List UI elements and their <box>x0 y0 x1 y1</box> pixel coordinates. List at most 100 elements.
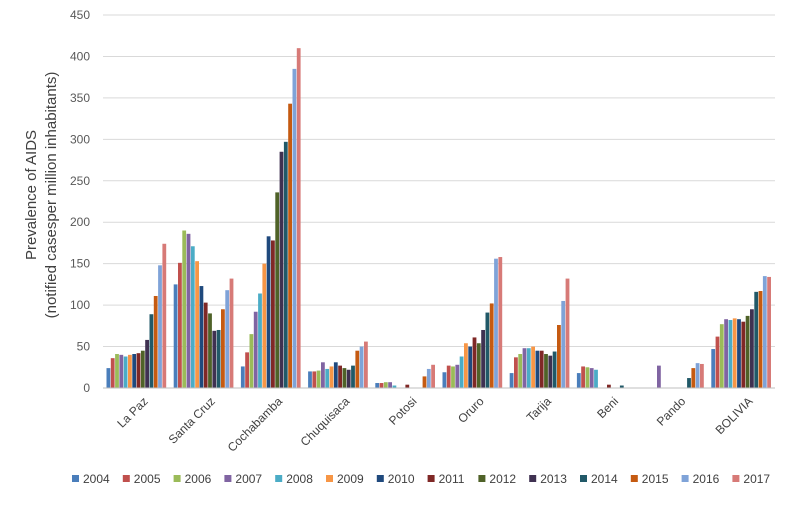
bar-tarija-2004 <box>509 373 514 388</box>
bar-oruro-2012 <box>476 343 481 388</box>
x-category-label: Beni <box>594 394 621 421</box>
bar-beni-2004 <box>576 373 581 388</box>
bar-cochabamba-2006 <box>249 334 254 388</box>
bar-bolivia-2006 <box>719 324 724 388</box>
bar-la-paz-2013 <box>145 339 149 388</box>
x-category-label: BOLIVIA <box>713 394 756 437</box>
y-tick-label: 300 <box>70 132 90 146</box>
y-tick-label: 250 <box>70 174 90 188</box>
legend-label-2004: 2004 <box>83 472 110 486</box>
bar-santa-cruz-2015 <box>221 309 225 388</box>
y-tick-labels: 0 50 100 150 200 250 300 350 400 450 <box>70 8 90 395</box>
legend-label-2012: 2012 <box>489 472 516 486</box>
bar-oruro-2007 <box>455 364 460 388</box>
x-category-labels: La Paz Santa Cruz Cochabamba Chuquisaca Poto… <box>114 394 755 455</box>
legend-swatch-2005 <box>122 475 130 482</box>
legend-label-2014: 2014 <box>591 472 618 486</box>
bar-bolivia-2012 <box>745 315 750 388</box>
bar-cochabamba-2013 <box>279 151 284 388</box>
bar-santa-cruz-2005 <box>178 262 182 388</box>
bar-bolivia-2011 <box>741 321 746 388</box>
bar-chuquisaca-2014 <box>351 365 355 388</box>
x-category-label: Cochabamba <box>225 394 286 455</box>
y-tick-label: 350 <box>70 91 90 105</box>
x-category-label: Oruro <box>455 394 487 426</box>
bar-la-paz-2010 <box>132 354 137 388</box>
x-category-label: Tarija <box>524 394 554 424</box>
y-tick-label: 400 <box>70 49 90 63</box>
bar-santa-cruz-2010 <box>199 286 204 388</box>
bar-bolivia-2007 <box>724 319 728 388</box>
bar-oruro-2006 <box>451 366 455 388</box>
legend-swatch-2017 <box>732 475 740 482</box>
bar-santa-cruz-2013 <box>212 330 217 388</box>
legend-swatch-2010 <box>376 475 384 482</box>
bar-chuquisaca-2017 <box>364 341 368 388</box>
bar-santa-cruz-2007 <box>186 233 191 388</box>
bar-chuquisaca-2008 <box>325 368 330 388</box>
bar-cochabamba-2016 <box>292 68 297 388</box>
legend-label-2009: 2009 <box>337 472 364 486</box>
bar-chuquisaca-2004 <box>308 371 312 388</box>
x-category-label: Potosi <box>386 394 419 427</box>
bar-santa-cruz-2016 <box>225 290 230 388</box>
bar-potosi-2007 <box>388 382 392 388</box>
bar-chuquisaca-2012 <box>342 368 347 388</box>
bar-beni-2014 <box>619 385 624 388</box>
legend-label-2005: 2005 <box>134 472 161 486</box>
bar-potosi-2011 <box>405 384 410 388</box>
y-tick-label: 100 <box>70 298 90 312</box>
bar-potosi-2008 <box>392 385 397 388</box>
legend-label-2011: 2011 <box>439 472 465 486</box>
bar-la-paz-2008 <box>123 356 128 388</box>
bar-pando-2017 <box>700 363 704 388</box>
bar-tarija-2017 <box>565 278 570 388</box>
bar-cochabamba-2011 <box>271 240 275 388</box>
bar-potosi-2016 <box>426 368 431 388</box>
bar-la-paz-2011 <box>136 353 141 388</box>
bar-bolivia-2009 <box>732 318 737 388</box>
bar-bolivia-2013 <box>750 309 754 388</box>
bar-la-paz-2006 <box>115 354 119 388</box>
y-axis-label: Prevalence of AIDS (notified casesper mil… <box>23 72 60 319</box>
bar-chuquisaca-2011 <box>338 365 342 388</box>
bar-la-paz-2014 <box>149 314 154 388</box>
legend-swatch-2015 <box>630 475 638 482</box>
bar-potosi-2005 <box>379 383 384 388</box>
bar-tarija-2006 <box>518 354 523 388</box>
bar-potosi-2006 <box>383 382 388 388</box>
bar-santa-cruz-2017 <box>229 278 234 388</box>
bar-bolivia-2017 <box>767 276 771 388</box>
bar-la-paz-2015 <box>153 295 158 388</box>
legend-swatch-2009 <box>326 475 333 482</box>
bar-oruro-2004 <box>442 372 447 388</box>
bar-oruro-2005 <box>446 365 451 388</box>
gridlines <box>103 14 775 348</box>
bar-potosi-2004 <box>375 383 380 388</box>
x-category-label: Chuquisaca <box>298 394 353 449</box>
bar-oruro-2016 <box>494 258 498 388</box>
bar-la-paz-2012 <box>140 350 145 388</box>
legend-swatch-2011 <box>427 475 435 482</box>
y-tick-label: 200 <box>70 215 90 229</box>
legend-swatch-2012 <box>478 475 486 482</box>
bar-cochabamba-2012 <box>275 192 280 388</box>
bar-chuquisaca-2013 <box>346 369 351 388</box>
bar-tarija-2005 <box>514 357 518 388</box>
y-tick-label: 50 <box>77 340 91 354</box>
legend-swatch-2007 <box>224 475 232 482</box>
bar-la-paz-2016 <box>158 265 162 388</box>
legend-label-2008: 2008 <box>286 472 313 486</box>
bar-oruro-2017 <box>498 257 503 388</box>
bar-cochabamba-2007 <box>253 311 258 388</box>
y-tick-label: 450 <box>70 8 90 22</box>
legend-label-2006: 2006 <box>185 472 212 486</box>
bar-la-paz-2009 <box>128 354 132 388</box>
bar-santa-cruz-2014 <box>216 329 221 388</box>
bar-santa-cruz-2012 <box>208 313 212 388</box>
bar-beni-2005 <box>581 366 585 388</box>
bar-beni-2011 <box>607 384 611 388</box>
legend: 2004 2005 2006 2007 2008 2009 2010 2011 2012 2013… <box>72 472 770 486</box>
bar-chuquisaca-2009 <box>329 366 334 388</box>
